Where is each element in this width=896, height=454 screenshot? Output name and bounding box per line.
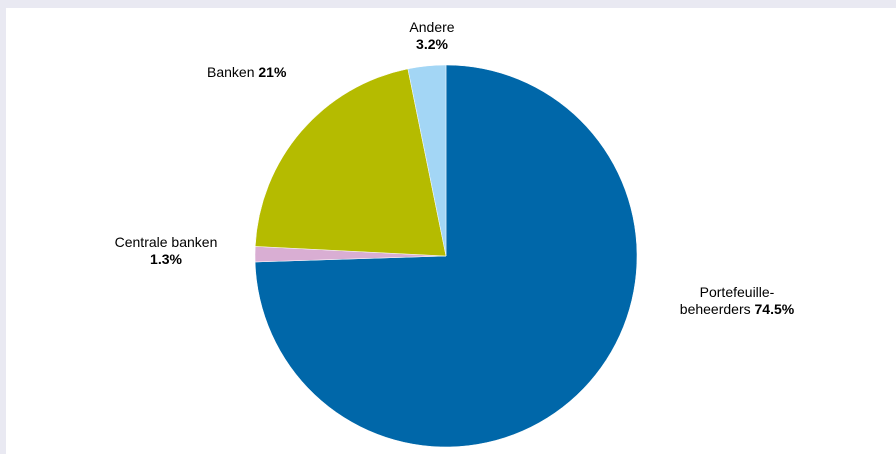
label-centrale-banken-name: Centrale banken — [114, 234, 218, 250]
label-banken-name: Banken — [207, 64, 255, 80]
label-banken-value: 21% — [258, 64, 287, 80]
label-andere-name: Andere — [409, 19, 455, 35]
label-centrale-banken: Centrale banken 1.3% — [96, 234, 236, 268]
pie-slice-2 — [254, 68, 447, 257]
label-centrale-banken-value: 1.3% — [150, 251, 182, 267]
label-andere: Andere 3.2% — [392, 19, 472, 53]
chart-panel: Andere 3.2% Banken 21% Centrale banken 1… — [6, 8, 896, 454]
label-andere-value: 3.2% — [416, 36, 448, 52]
label-portefeuillebeheerders: Portefeuille- beheerders 74.5% — [662, 284, 812, 318]
pie-slice-3 — [407, 64, 447, 257]
label-portefeuillebeheerders-line2: beheerders — [679, 301, 751, 317]
label-banken: Banken 21% — [207, 64, 286, 81]
pie-chart — [254, 64, 638, 448]
label-portefeuillebeheerders-line1: Portefeuille- — [699, 284, 775, 300]
label-portefeuillebeheerders-value: 74.5% — [754, 301, 795, 317]
